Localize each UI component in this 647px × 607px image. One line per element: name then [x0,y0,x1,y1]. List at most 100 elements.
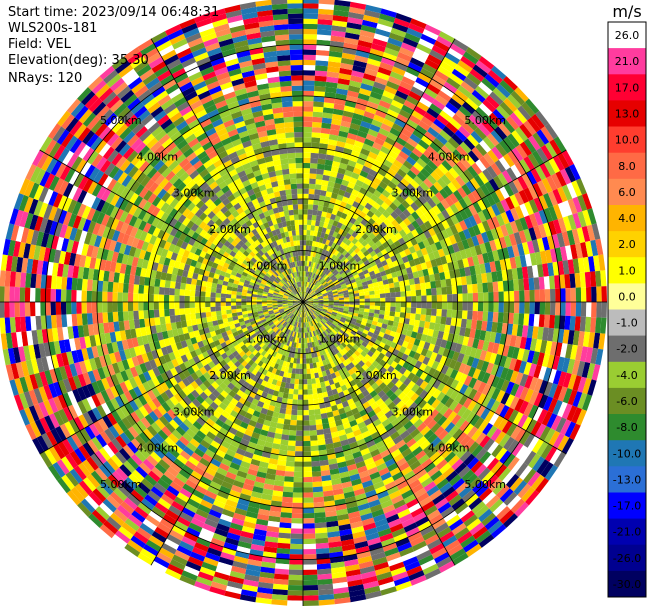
gate [410,165,421,176]
gate [321,272,326,278]
gate [336,83,350,91]
gate [386,214,395,223]
gate [313,230,318,237]
gate [384,310,391,316]
gate [403,279,410,286]
gate [357,39,373,49]
gate [314,75,327,82]
gate [389,71,404,81]
gate [293,389,299,395]
gate [307,295,312,300]
gate [462,258,470,268]
gate [339,280,346,286]
gate [317,29,332,36]
gate [358,236,365,244]
gate [575,302,582,317]
gate [564,166,576,183]
gate [309,283,313,289]
gate [590,239,599,257]
gate [460,157,472,170]
gate [291,404,298,411]
gate [532,150,544,166]
gate [293,384,299,390]
gate [305,271,308,277]
gate [315,236,321,243]
gate [306,358,310,364]
gate [437,90,452,102]
gate [598,254,606,271]
gate [463,51,479,65]
gate [380,95,394,105]
gate [488,302,494,312]
gate [360,24,377,34]
gate [280,439,289,446]
gate [508,312,514,325]
gate [289,564,303,570]
gate [323,233,329,240]
gate [306,295,311,299]
gate [544,249,553,264]
gate [349,193,357,201]
gate [467,256,475,267]
gate [306,287,309,293]
gate [505,196,515,210]
gate [316,282,321,287]
gate [322,112,333,119]
gate [307,255,311,262]
gate [586,224,596,241]
gate [420,289,427,296]
gate [349,304,355,308]
gate [329,45,344,53]
gate [290,378,295,384]
gate [285,466,295,472]
gate [600,270,607,287]
gate [524,215,534,229]
gate [331,276,337,281]
gate [397,85,411,96]
gate [371,236,380,244]
gate [303,39,317,45]
gate [303,394,309,400]
gate [307,214,313,220]
gate [330,225,337,232]
gate [411,229,419,238]
gate [549,314,556,329]
gate [322,267,328,273]
gate [311,378,316,384]
gate [346,254,353,261]
gate [383,218,392,227]
gate [328,266,334,272]
gate [363,110,375,120]
gate [303,389,308,395]
gate [303,80,315,86]
gate [350,268,357,274]
gate [581,226,591,242]
gate [445,156,457,168]
gate [532,182,544,198]
gate [572,258,580,274]
gate [331,248,337,255]
gate [451,178,462,190]
gate [448,73,464,86]
gate [503,98,518,113]
gate [305,245,309,251]
gate [318,226,323,233]
gate [381,189,391,198]
gate [331,242,337,249]
gate [358,271,365,277]
gate [368,96,381,105]
gate [303,13,319,19]
gate [338,293,344,297]
gate [407,214,416,224]
gate [550,173,562,189]
gate [409,179,420,190]
gate [434,94,449,107]
gate [595,317,602,334]
gate [318,444,327,451]
gate [442,263,450,272]
gate [467,192,477,205]
gate [468,93,483,107]
gate [524,302,530,314]
gate [523,138,537,154]
gate [308,409,315,416]
